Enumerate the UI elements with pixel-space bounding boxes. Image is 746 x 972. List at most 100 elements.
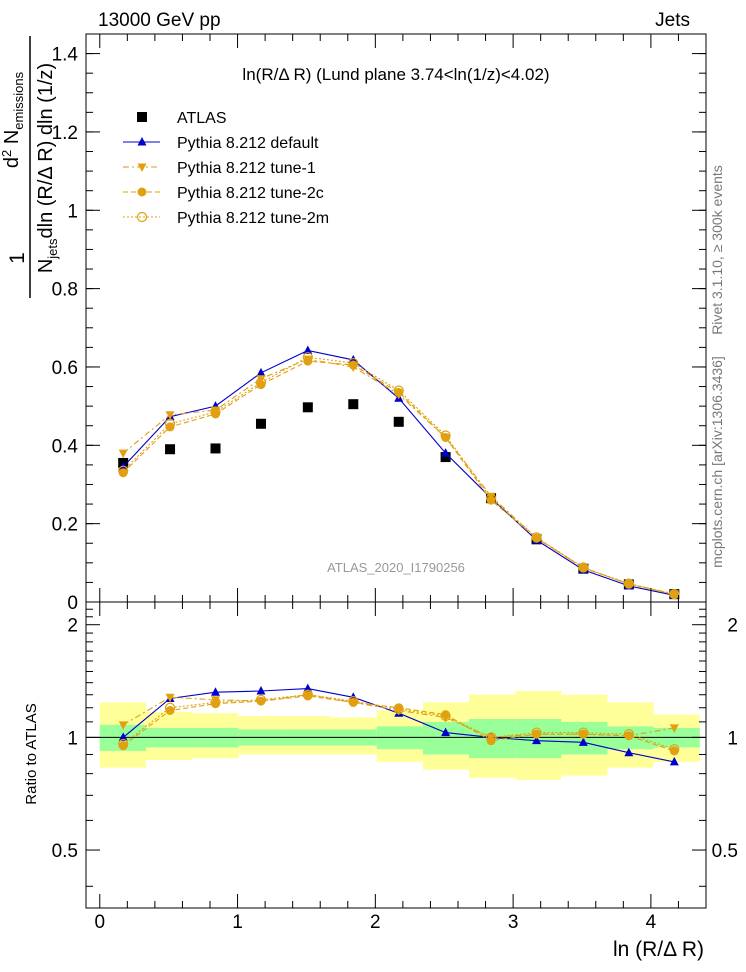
ratio-point-pythia-8-212-tune-2m — [348, 696, 359, 707]
main-point-pythia-8-212-tune-2m — [578, 562, 589, 573]
ratio-xtick-label: 4 — [646, 912, 657, 933]
main-ytick-label: 1.2 — [52, 123, 78, 144]
main-panel: 0 0.2 0.4 0.6 0.8 1 1.2 1.4 ln(R/Δ R) (Lund pla… — [0, 33, 707, 614]
ratio-line-pythia-8-212-tune-2m — [122, 694, 675, 750]
main-point-pythia-8-212-default — [303, 345, 313, 355]
ratio-point-pythia-8-212-tune-2m — [531, 727, 542, 738]
ratio-point-pythia-8-212-default — [118, 732, 128, 741]
category-label: Jets — [655, 10, 690, 31]
legend-label-pythia-8-212-default: Pythia 8.212 default — [177, 135, 319, 152]
main-point-pythia-8-212-tune-2c — [256, 380, 266, 390]
legend-marker-pythia-8-212-tune-1 — [137, 163, 147, 172]
main-point-atlas — [393, 416, 404, 427]
ratio-point-pythia-8-212-tune-2m — [255, 694, 267, 705]
ratio-ytick-label-right: 1 — [727, 728, 738, 749]
main-ytick-label: 0.8 — [52, 280, 78, 301]
ratio-point-pythia-8-212-default — [532, 735, 542, 745]
main-series — [118, 345, 680, 600]
ratio-xtick-label: 0 — [94, 912, 105, 933]
x-axis-label: ln (R/Δ R) — [613, 938, 704, 961]
main-point-pythia-8-212-tune-2m — [302, 352, 313, 363]
ratio-point-pythia-8-212-tune-1 — [165, 693, 175, 703]
ratio-point-pythia-8-212-tune-2c — [165, 705, 175, 715]
ratio-point-pythia-8-212-default — [669, 756, 679, 766]
ratio-point-pythia-8-212-default — [441, 727, 451, 737]
ratio-xtick-label: 1 — [232, 912, 243, 933]
main-point-pythia-8-212-tune-2c — [211, 409, 221, 419]
ratio-point-pythia-8-212-tune-1 — [118, 721, 128, 730]
main-ylabel: 1 d2 Nemissions Njetsdln (R/Δ R) dln (1/… — [0, 36, 60, 298]
legend-marker-pythia-8-212-tune-2m — [136, 211, 148, 223]
main-point-pythia-8-212-tune-2c — [486, 495, 496, 505]
ylabel-numerator: d2 Nemissions — [0, 71, 26, 168]
ratio-frame — [85, 601, 707, 909]
main-point-atlas — [348, 399, 359, 410]
main-point-pythia-8-212-tune-1 — [256, 375, 266, 384]
legend-marker-pythia-8-212-tune-2c — [137, 187, 147, 197]
ratio-point-pythia-8-212-default — [303, 683, 313, 693]
ratio-point-pythia-8-212-default — [211, 687, 221, 696]
main-ytick-label: 1 — [67, 201, 78, 222]
ratio-point-pythia-8-212-tune-1 — [669, 724, 679, 733]
ratio-band-inner — [515, 718, 562, 759]
main-point-pythia-8-212-tune-2m — [440, 430, 451, 441]
mcplots-label: mcplots.cern.ch [arXiv:1306.3436] — [709, 356, 725, 568]
main-point-pythia-8-212-tune-1 — [165, 411, 175, 420]
ratio-point-pythia-8-212-tune-2m — [440, 710, 451, 722]
main-point-atlas — [210, 443, 221, 454]
ratio-point-pythia-8-212-tune-2m — [302, 689, 313, 700]
ratio-point-pythia-8-212-tune-2m — [118, 738, 129, 750]
main-point-pythia-8-212-default — [441, 448, 451, 457]
legend-marker-atlas — [137, 112, 147, 122]
ratio-point-pythia-8-212-default — [624, 747, 634, 757]
main-point-pythia-8-212-tune-2c — [348, 360, 358, 370]
main-point-pythia-8-212-tune-2c — [578, 563, 588, 573]
ratio-point-pythia-8-212-tune-2m — [210, 697, 221, 708]
ratio-point-pythia-8-212-tune-2m — [669, 744, 680, 755]
main-point-atlas — [255, 418, 266, 429]
main-point-pythia-8-212-tune-2c — [394, 387, 404, 397]
ylabel-one: 1 — [6, 252, 29, 264]
ratio-point-pythia-8-212-tune-2m — [164, 702, 176, 713]
ratio-ytick-label: 0.5 — [52, 841, 78, 862]
main-ytick-label: 0.4 — [52, 436, 79, 457]
main-point-pythia-8-212-tune-2c — [624, 579, 634, 589]
legend-label-pythia-8-212-tune-1: Pythia 8.212 tune-1 — [177, 160, 316, 177]
legend-label-atlas: ATLAS — [177, 110, 227, 127]
ratio-panel: 0.5 0.5 1 1 2 2 Ratio to ATLAS — [23, 601, 738, 909]
ratio-point-pythia-8-212-tune-2m — [578, 727, 589, 738]
ratio-ytick-label-right: 2 — [727, 616, 738, 637]
main-point-pythia-8-212-tune-2c — [441, 432, 451, 442]
ratio-band-inner — [422, 721, 470, 755]
main-title: ln(R/Δ R) (Lund plane 3.74<ln(1/z)<4.02) — [242, 65, 549, 84]
main-point-pythia-8-212-tune-1 — [118, 449, 128, 459]
ratio-ytick-label-right: 0.5 — [712, 841, 738, 862]
ratio-ticks: 0.5 0.5 1 1 2 2 — [52, 608, 738, 887]
main-ytick-label: 0 — [67, 593, 78, 614]
ratio-point-pythia-8-212-default — [256, 686, 266, 695]
legend: ATLAS Pythia 8.212 default Pythia 8.212 tu… — [123, 110, 329, 227]
main-point-atlas — [165, 444, 176, 455]
main-ytick-label: 0.6 — [52, 358, 78, 379]
main-point-pythia-8-212-tune-2c — [669, 590, 679, 600]
main-point-pythia-8-212-tune-2m — [623, 578, 634, 589]
ratio-point-pythia-8-212-default — [578, 737, 588, 746]
ratio-xtick-label: 3 — [508, 912, 519, 933]
watermark: ATLAS_2020_I1790256 — [327, 560, 465, 575]
ratio-point-pythia-8-212-tune-2m — [623, 729, 634, 740]
main-ticks: 0 0.2 0.4 0.6 0.8 1 1.2 1.4 — [52, 45, 706, 614]
main-point-pythia-8-212-tune-2m — [118, 465, 129, 476]
ratio-ytick-label: 1 — [67, 728, 78, 749]
ratio-point-pythia-8-212-tune-2m — [393, 703, 404, 715]
main-point-pythia-8-212-tune-2m — [164, 418, 176, 429]
ratio-xtick-label: 2 — [370, 912, 381, 933]
main-point-pythia-8-212-tune-2c — [118, 468, 128, 478]
main-point-pythia-8-212-default — [256, 367, 266, 377]
main-point-atlas — [302, 402, 313, 413]
main-point-pythia-8-212-tune-2c — [165, 422, 175, 432]
main-point-pythia-8-212-tune-2m — [255, 377, 267, 388]
main-ytick-label: 1.4 — [52, 45, 79, 66]
ratio-point-pythia-8-212-tune-2c — [486, 736, 496, 746]
x-axis: 0 1 2 3 4 — [94, 34, 679, 933]
